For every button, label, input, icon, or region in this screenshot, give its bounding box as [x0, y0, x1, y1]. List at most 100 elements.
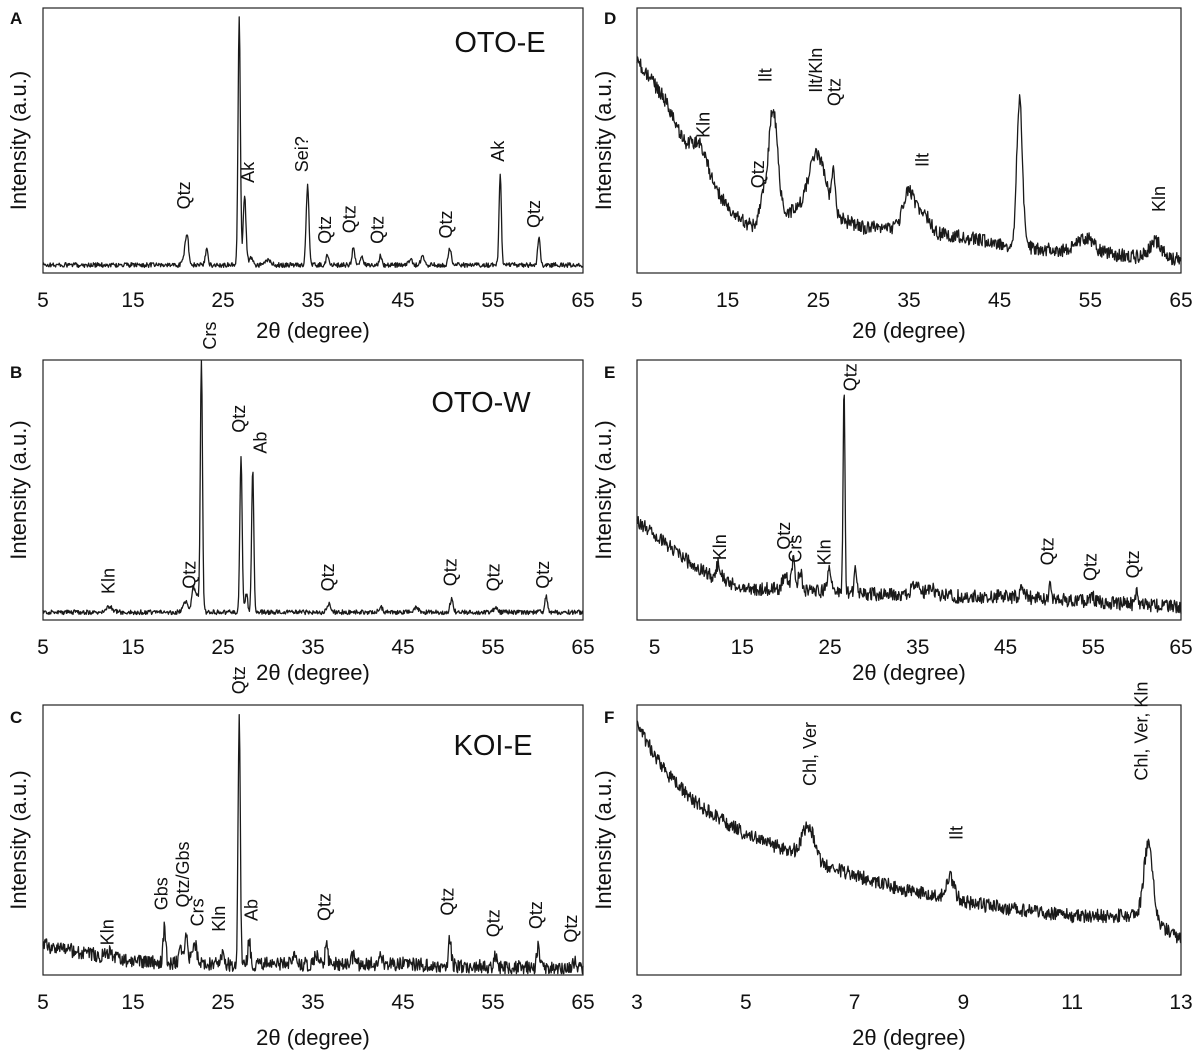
peak-label: Crs [187, 898, 207, 926]
peak-label: Qtz [1123, 550, 1143, 578]
sample-name: KOI-E [454, 730, 533, 762]
peak-label: Ak [488, 140, 508, 162]
x-tick-label: 45 [391, 289, 414, 312]
panel-letter: A [10, 9, 22, 28]
peak-label: Kln [814, 539, 834, 565]
x-tick-label: 45 [391, 636, 414, 659]
xrd-trace [42, 360, 584, 616]
panel-letter: F [604, 708, 614, 727]
x-tick-label: 65 [1169, 636, 1192, 659]
x-tick-label: 15 [121, 289, 144, 312]
peak-label: Qtz [229, 666, 249, 694]
peak-label: Kln [209, 906, 229, 932]
panel-f: F Intensity (a.u.) 2θ (degree) 3 5 7 9 11 13 Chl,… [591, 682, 1193, 1050]
x-tick-label: 13 [1169, 991, 1192, 1014]
x-tick-label: 55 [1079, 289, 1102, 312]
peak-label: Kln [98, 568, 118, 594]
x-tick-label: 5 [37, 991, 49, 1014]
peak-label: Kln [710, 534, 730, 560]
x-tick-label: 45 [391, 991, 414, 1014]
peak-label: Chl, Ver [800, 722, 820, 786]
x-tick-label: 35 [906, 636, 929, 659]
x-tick-label: 15 [731, 636, 754, 659]
x-tick-label: 25 [211, 991, 234, 1014]
panel-c: C KOI-E Intensity (a.u.) 2θ (degree) 5 15 25 35… [6, 666, 595, 1050]
peak-label: Kln [1149, 186, 1169, 212]
peak-label: Qtz [841, 363, 861, 391]
peak-label: Crs [200, 322, 220, 350]
peak-label: Qtz [484, 563, 504, 591]
peak-label: Qtz [561, 915, 581, 943]
x-tick-label: 65 [571, 289, 594, 312]
peak-label: Qtz [438, 888, 458, 916]
x-tick-label: 35 [301, 289, 324, 312]
y-axis-title: Intensity (a.u.) [6, 770, 31, 909]
x-tick-label: 5 [649, 636, 661, 659]
panel-b: B OTO-W Intensity (a.u.) 2θ (degree) 5 15 25 35… [6, 322, 595, 685]
plot-frame [636, 359, 1182, 621]
peak-label: Ab [250, 432, 270, 454]
peak-label: Qtz [314, 893, 334, 921]
peak-label: Chl, Ver, Kln [1132, 682, 1152, 781]
x-axis-title: 2θ (degree) [852, 318, 966, 343]
peak-label: Gbs [151, 877, 171, 910]
x-tick-label: 55 [481, 636, 504, 659]
peak-label: Qtz [174, 181, 194, 209]
x-tick-label: 5 [37, 289, 49, 312]
x-tick-label: 55 [481, 289, 504, 312]
peak-label: Qtz [229, 405, 249, 433]
y-axis-title: Intensity (a.u.) [591, 71, 616, 210]
x-tick-label: 35 [301, 636, 324, 659]
xrd-trace [42, 16, 584, 269]
peak-label: Qtz [824, 78, 844, 106]
x-tick-label: 45 [994, 636, 1017, 659]
peak-label: Sei? [292, 136, 312, 172]
x-axis-title: 2θ (degree) [256, 1025, 370, 1050]
y-axis-title: Intensity (a.u.) [6, 420, 31, 559]
x-axis-title: 2θ (degree) [256, 318, 370, 343]
x-tick-label: 5 [631, 289, 643, 312]
peak-label: Qtz [748, 160, 768, 188]
peak-label: Ilt [912, 153, 932, 167]
x-tick-label: 55 [1082, 636, 1105, 659]
peak-label: Qtz [524, 200, 544, 228]
plot-frame [636, 704, 1182, 976]
x-tick-label: 25 [818, 636, 841, 659]
y-axis-title: Intensity (a.u.) [591, 420, 616, 559]
xrd-trace [636, 720, 1182, 944]
x-tick-label: 11 [1061, 991, 1083, 1014]
plot-frame [42, 704, 584, 976]
peak-label: Qtz [315, 216, 335, 244]
x-tick-label: 25 [807, 289, 830, 312]
peak-label: Qtz [179, 561, 199, 589]
peak-label: Ilt [755, 68, 775, 82]
x-tick-label: 55 [481, 991, 504, 1014]
x-tick-label: 65 [1169, 289, 1192, 312]
panel-letter: D [604, 9, 616, 28]
peak-label: Qtz [1037, 537, 1057, 565]
xrd-trace [636, 56, 1182, 266]
peak-label: Crs [785, 535, 805, 563]
peak-label: Kln [97, 919, 117, 945]
peak-label: Qtz [367, 216, 387, 244]
peak-label: Ab [241, 899, 261, 921]
panel-letter: B [10, 363, 22, 382]
peak-label: Qtz [436, 211, 456, 239]
x-tick-label: 7 [849, 991, 861, 1014]
x-axis-title: 2θ (degree) [256, 660, 370, 685]
panel-d: D Intensity (a.u.) 2θ (degree) 5 15 25 35 45 55 6… [591, 7, 1193, 343]
plot-frame [42, 7, 584, 274]
peak-label: Qtz/Gbs [173, 841, 193, 907]
peak-label: Qtz [484, 909, 504, 937]
x-tick-label: 25 [211, 636, 234, 659]
x-tick-label: 45 [988, 289, 1011, 312]
x-tick-label: 15 [121, 636, 144, 659]
y-axis-title: Intensity (a.u.) [591, 770, 616, 909]
x-tick-label: 15 [121, 991, 144, 1014]
x-tick-label: 35 [897, 289, 920, 312]
x-tick-label: 5 [740, 991, 752, 1014]
plot-frame [636, 7, 1182, 274]
x-tick-label: 9 [958, 991, 970, 1014]
x-tick-label: 35 [301, 991, 324, 1014]
